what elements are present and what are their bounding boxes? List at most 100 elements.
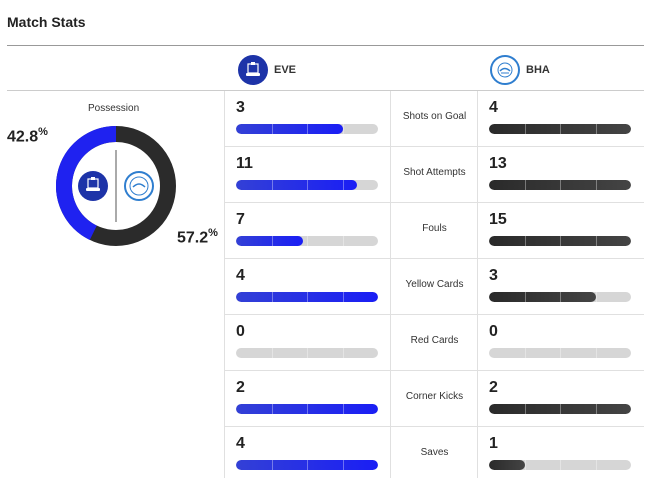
bar-segment-tick xyxy=(524,348,526,358)
home-stat-value: 2 xyxy=(236,379,245,396)
title-divider xyxy=(7,45,644,46)
home-stat-bar-fill xyxy=(236,460,378,470)
brighton-crest-icon xyxy=(490,55,520,85)
bar-segment-tick xyxy=(560,292,561,302)
away-stat-value: 15 xyxy=(489,211,507,228)
bar-segment-tick xyxy=(524,292,526,302)
bar-segment-tick xyxy=(560,460,561,470)
home-stat-bar-fill xyxy=(236,236,303,246)
home-stat-value: 3 xyxy=(236,99,245,116)
away-stat-bar-fill xyxy=(489,460,525,470)
bar-segment-tick xyxy=(595,292,597,302)
bar-segment-tick xyxy=(271,348,273,358)
home-stat-bar xyxy=(236,404,378,414)
away-stat-bar-fill xyxy=(489,180,631,190)
home-possession-pct: 42.8% xyxy=(7,126,48,146)
stat-label: Corner Kicks xyxy=(405,391,464,402)
home-stat-bar-fill xyxy=(236,292,378,302)
everton-crest-icon xyxy=(238,55,268,85)
column-divider xyxy=(390,91,391,478)
bar-segment-tick xyxy=(524,180,526,190)
away-stat-bar xyxy=(489,404,631,414)
home-stat-bar xyxy=(236,180,378,190)
bar-segment-tick xyxy=(560,404,561,414)
stat-label: Saves xyxy=(420,447,449,458)
away-stat-value: 1 xyxy=(489,435,498,452)
bar-segment-tick xyxy=(595,236,597,246)
away-possession-pct: 57.2% xyxy=(177,227,218,247)
bar-segment-tick xyxy=(342,236,344,246)
bar-segment-tick xyxy=(595,348,597,358)
bar-segment-tick xyxy=(342,292,344,302)
bar-segment-tick xyxy=(342,460,344,470)
home-stat-value: 0 xyxy=(236,323,245,340)
bar-segment-tick xyxy=(560,348,561,358)
away-stat-bar xyxy=(489,460,631,470)
bar-segment-tick xyxy=(342,124,344,134)
stat-label: Red Cards xyxy=(410,335,459,346)
section-title: Match Stats xyxy=(7,14,86,30)
bar-segment-tick xyxy=(524,124,526,134)
bar-segment-tick xyxy=(595,180,597,190)
away-stat-bar-fill xyxy=(489,124,631,134)
away-stat-bar xyxy=(489,124,631,134)
possession-label: Possession xyxy=(88,103,140,114)
stat-label: Yellow Cards xyxy=(405,279,464,290)
header-divider xyxy=(7,90,644,91)
away-team-header: BHA xyxy=(490,55,550,85)
bar-segment-tick xyxy=(595,404,597,414)
away-stat-bar xyxy=(489,236,631,246)
bar-segment-tick xyxy=(271,404,273,414)
home-stat-bar xyxy=(236,124,378,134)
bar-segment-tick xyxy=(560,180,561,190)
bar-segment-tick xyxy=(560,124,561,134)
bar-segment-tick xyxy=(271,124,273,134)
home-stat-value: 11 xyxy=(236,155,253,172)
stat-row: 4 Yellow Cards 3 xyxy=(225,259,644,315)
bar-segment-tick xyxy=(307,292,308,302)
away-stat-value: 13 xyxy=(489,155,507,172)
home-stat-bar-fill xyxy=(236,124,343,134)
away-stat-bar-fill xyxy=(489,404,631,414)
possession-home-arc xyxy=(56,126,117,240)
away-stat-bar xyxy=(489,180,631,190)
bar-segment-tick xyxy=(342,348,344,358)
bar-segment-tick xyxy=(524,404,526,414)
bar-segment-tick xyxy=(271,236,273,246)
away-stat-bar-fill xyxy=(489,292,596,302)
bar-segment-tick xyxy=(524,460,526,470)
stat-label: Shot Attempts xyxy=(403,167,466,178)
stat-row: 4 Saves 1 xyxy=(225,427,644,478)
bar-segment-tick xyxy=(342,404,344,414)
bar-segment-tick xyxy=(595,124,597,134)
column-divider xyxy=(224,91,225,478)
bar-segment-tick xyxy=(307,404,308,414)
home-stat-value: 7 xyxy=(236,211,245,228)
home-stat-value: 4 xyxy=(236,435,245,452)
bar-segment-tick xyxy=(271,292,273,302)
bar-segment-tick xyxy=(524,236,526,246)
away-stat-bar xyxy=(489,348,631,358)
stat-label: Shots on Goal xyxy=(402,111,467,122)
away-stat-value: 2 xyxy=(489,379,498,396)
bar-segment-tick xyxy=(595,460,597,470)
home-stat-bar-fill xyxy=(236,404,378,414)
bar-segment-tick xyxy=(307,460,308,470)
home-stat-bar xyxy=(236,460,378,470)
home-stat-value: 4 xyxy=(236,267,245,284)
bar-segment-tick xyxy=(307,348,308,358)
home-stat-bar-fill xyxy=(236,180,357,190)
bar-segment-tick xyxy=(307,180,308,190)
away-stat-value: 0 xyxy=(489,323,498,340)
home-team-header: EVE xyxy=(238,55,296,85)
stat-row: 2 Corner Kicks 2 xyxy=(225,371,644,427)
home-stat-bar xyxy=(236,292,378,302)
everton-crest-icon xyxy=(78,171,108,201)
stat-row: 3 Shots on Goal 4 xyxy=(225,91,644,147)
home-stat-bar xyxy=(236,348,378,358)
away-stat-value: 3 xyxy=(489,267,498,284)
bar-segment-tick xyxy=(271,460,273,470)
bar-segment-tick xyxy=(560,236,561,246)
away-team-abbr: BHA xyxy=(526,64,550,76)
brighton-crest-icon xyxy=(124,171,154,201)
